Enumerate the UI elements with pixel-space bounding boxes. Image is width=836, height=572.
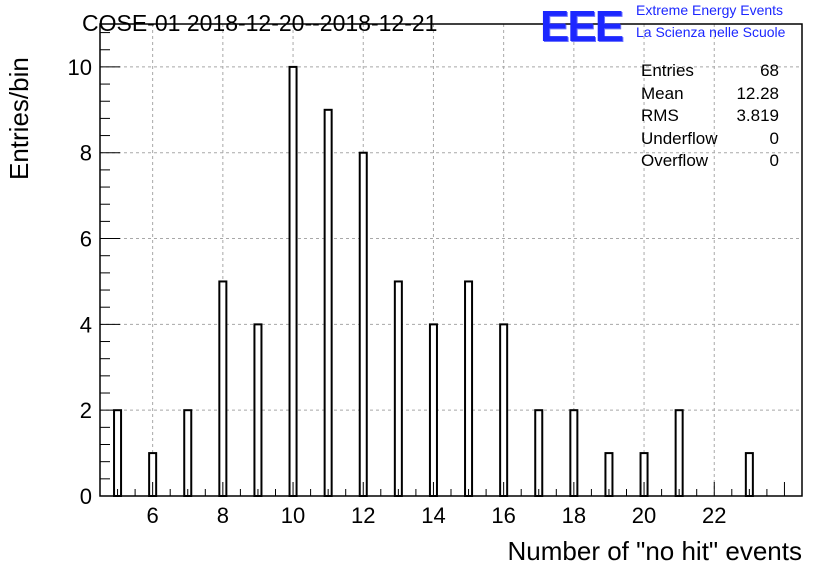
- stat-label: Entries: [641, 61, 694, 80]
- grid-lines: [100, 24, 802, 496]
- histogram-bar: [183, 409, 193, 498]
- histogram-bar: [464, 280, 474, 498]
- y-tick-label: 6: [80, 227, 92, 252]
- stat-value: 3.819: [736, 106, 779, 125]
- stat-label: Underflow: [641, 128, 718, 148]
- stat-label: RMS: [641, 106, 679, 125]
- histogram-bar: [393, 280, 403, 498]
- stat-label: Mean: [641, 83, 684, 103]
- x-tick-label: 14: [421, 503, 445, 528]
- x-tick-label: 8: [217, 503, 229, 528]
- y-tick-label: 4: [80, 312, 92, 337]
- x-tick-label: 16: [491, 503, 515, 528]
- histogram-bar: [534, 409, 544, 498]
- tick-labels: 6 8 10 12 14 16 18 20 22 0 2 4 6 8 10: [68, 55, 727, 528]
- stat-row-entries: Entries 68: [641, 60, 779, 83]
- histogram-bar: [113, 409, 123, 498]
- histogram-bar: [358, 151, 368, 498]
- stats-box: Entries 68 Mean 12.28 RMS 3.819 Underflo…: [641, 60, 779, 173]
- x-tick-label: 22: [702, 503, 726, 528]
- histogram-bar: [499, 323, 509, 498]
- x-axis-label: Number of "no hit" events: [507, 536, 803, 566]
- x-tick-label: 10: [281, 503, 305, 528]
- logo-line-1: Extreme Energy Events: [636, 2, 784, 18]
- histogram-bar: [288, 65, 298, 497]
- stat-value: 0: [769, 151, 779, 170]
- x-tick-label: 20: [632, 503, 656, 528]
- eee-logo-mark: EEE: [540, 2, 624, 51]
- axes: [99, 23, 803, 497]
- histogram-bar: [253, 323, 263, 498]
- histogram-bar: [428, 323, 438, 498]
- stat-value: 0: [769, 128, 779, 148]
- logo-line-2: La Scienza nelle Scuole: [636, 24, 786, 40]
- stat-row-rms: RMS 3.819: [641, 105, 779, 128]
- stat-value: 12.28: [736, 83, 779, 103]
- x-tick-label: 6: [147, 503, 159, 528]
- chart-title: COSE-01 2018-12-20--2018-12-21: [82, 10, 438, 36]
- histogram-bar: [674, 409, 684, 498]
- histogram-bar: [323, 108, 333, 498]
- stat-row-mean: Mean 12.28: [641, 83, 779, 106]
- stat-value: 68: [760, 61, 779, 80]
- y-axis-label: Entries/bin: [4, 57, 34, 180]
- stat-row-overflow: Overflow 0: [641, 150, 779, 173]
- x-tick-label: 12: [351, 503, 375, 528]
- y-tick-label: 10: [68, 55, 92, 80]
- y-tick-label: 0: [80, 484, 92, 509]
- y-tick-label: 8: [80, 141, 92, 166]
- x-tick-label: 18: [562, 503, 586, 528]
- stat-row-underflow: Underflow 0: [641, 128, 779, 151]
- histogram-bar: [218, 280, 228, 498]
- stat-label: Overflow: [641, 151, 709, 170]
- y-tick-label: 2: [80, 398, 92, 423]
